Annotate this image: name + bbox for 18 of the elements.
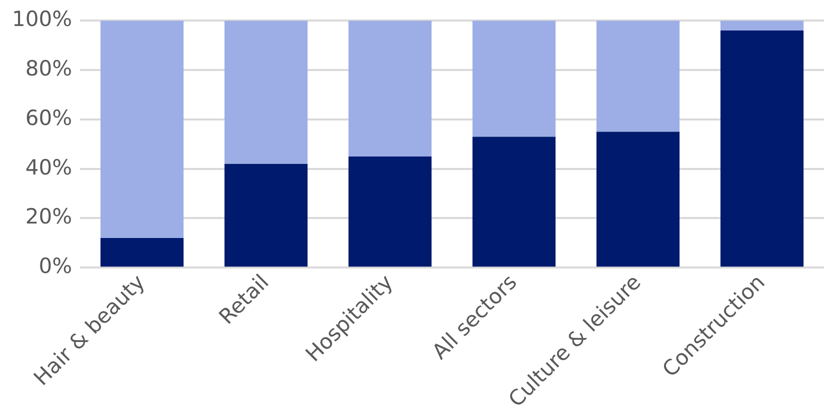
bar [472,20,556,137]
bar [596,20,680,132]
bar [720,30,804,267]
bar [100,20,184,238]
bar [224,20,308,164]
bar [348,20,432,156]
y-tick-label: 0% [38,254,72,278]
y-tick-label: 100% [12,7,72,32]
bar [472,136,556,267]
y-tick-label: 60% [25,106,72,130]
y-tick-label: 80% [25,56,72,80]
bar [100,238,184,267]
bar [720,20,804,30]
y-tick-label: 40% [25,155,72,180]
bar [596,132,680,267]
y-tick-label: 20% [25,204,72,229]
bar [348,156,432,267]
bar [224,164,308,267]
